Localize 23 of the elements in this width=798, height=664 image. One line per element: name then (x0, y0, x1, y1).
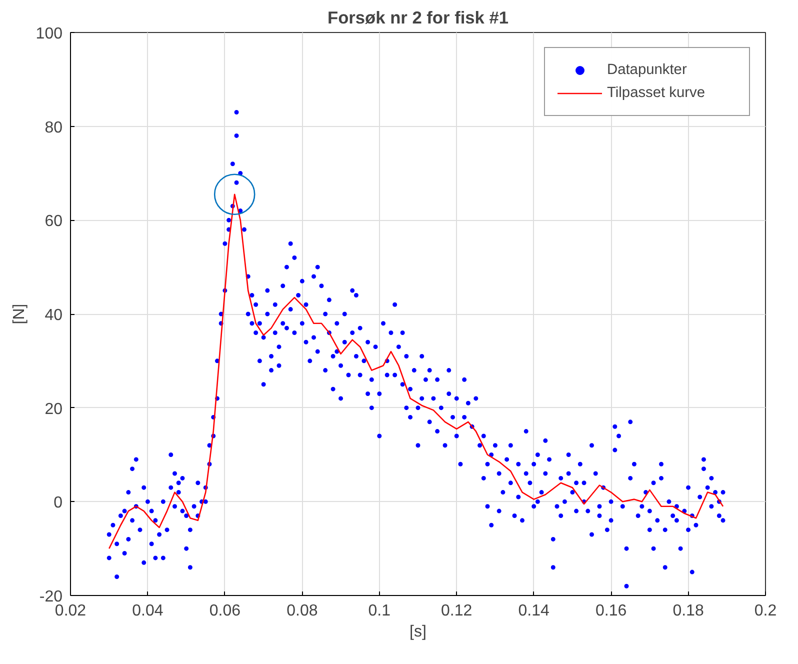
x-axis-title: [s] (410, 624, 426, 640)
y-tick-label: 20 (44, 400, 63, 418)
y-tick-label: 60 (44, 213, 63, 230)
line-series (108, 194, 724, 550)
x-tick-label: 0.06 (209, 602, 241, 620)
x-tick-label: 0.2 (754, 602, 777, 620)
x-tick-label: 0.14 (518, 602, 550, 620)
x-tick-label: 0.12 (441, 602, 472, 620)
x-tick-label: 0.1 (368, 602, 391, 620)
y-axis-title: [N] (10, 304, 28, 324)
legend-label: Datapunkter (607, 62, 688, 78)
x-tick-label: 0.18 (672, 602, 704, 620)
x-tick-label: 0.08 (286, 602, 318, 620)
chart-title: Forsøk nr 2 for fisk #1 (327, 8, 509, 28)
y-tick-label: 80 (44, 119, 63, 136)
x-tick-label: 0.16 (595, 602, 627, 620)
x-tick-label: 0.04 (132, 602, 164, 620)
y-tick-label: -20 (39, 588, 63, 606)
y-tick-label: 0 (54, 494, 63, 512)
y-tick-label: 40 (44, 307, 63, 324)
x-tick-label: 0.02 (54, 602, 86, 620)
y-tick-label: 100 (36, 26, 63, 42)
legend-label: Tilpasset kurve (607, 85, 706, 101)
